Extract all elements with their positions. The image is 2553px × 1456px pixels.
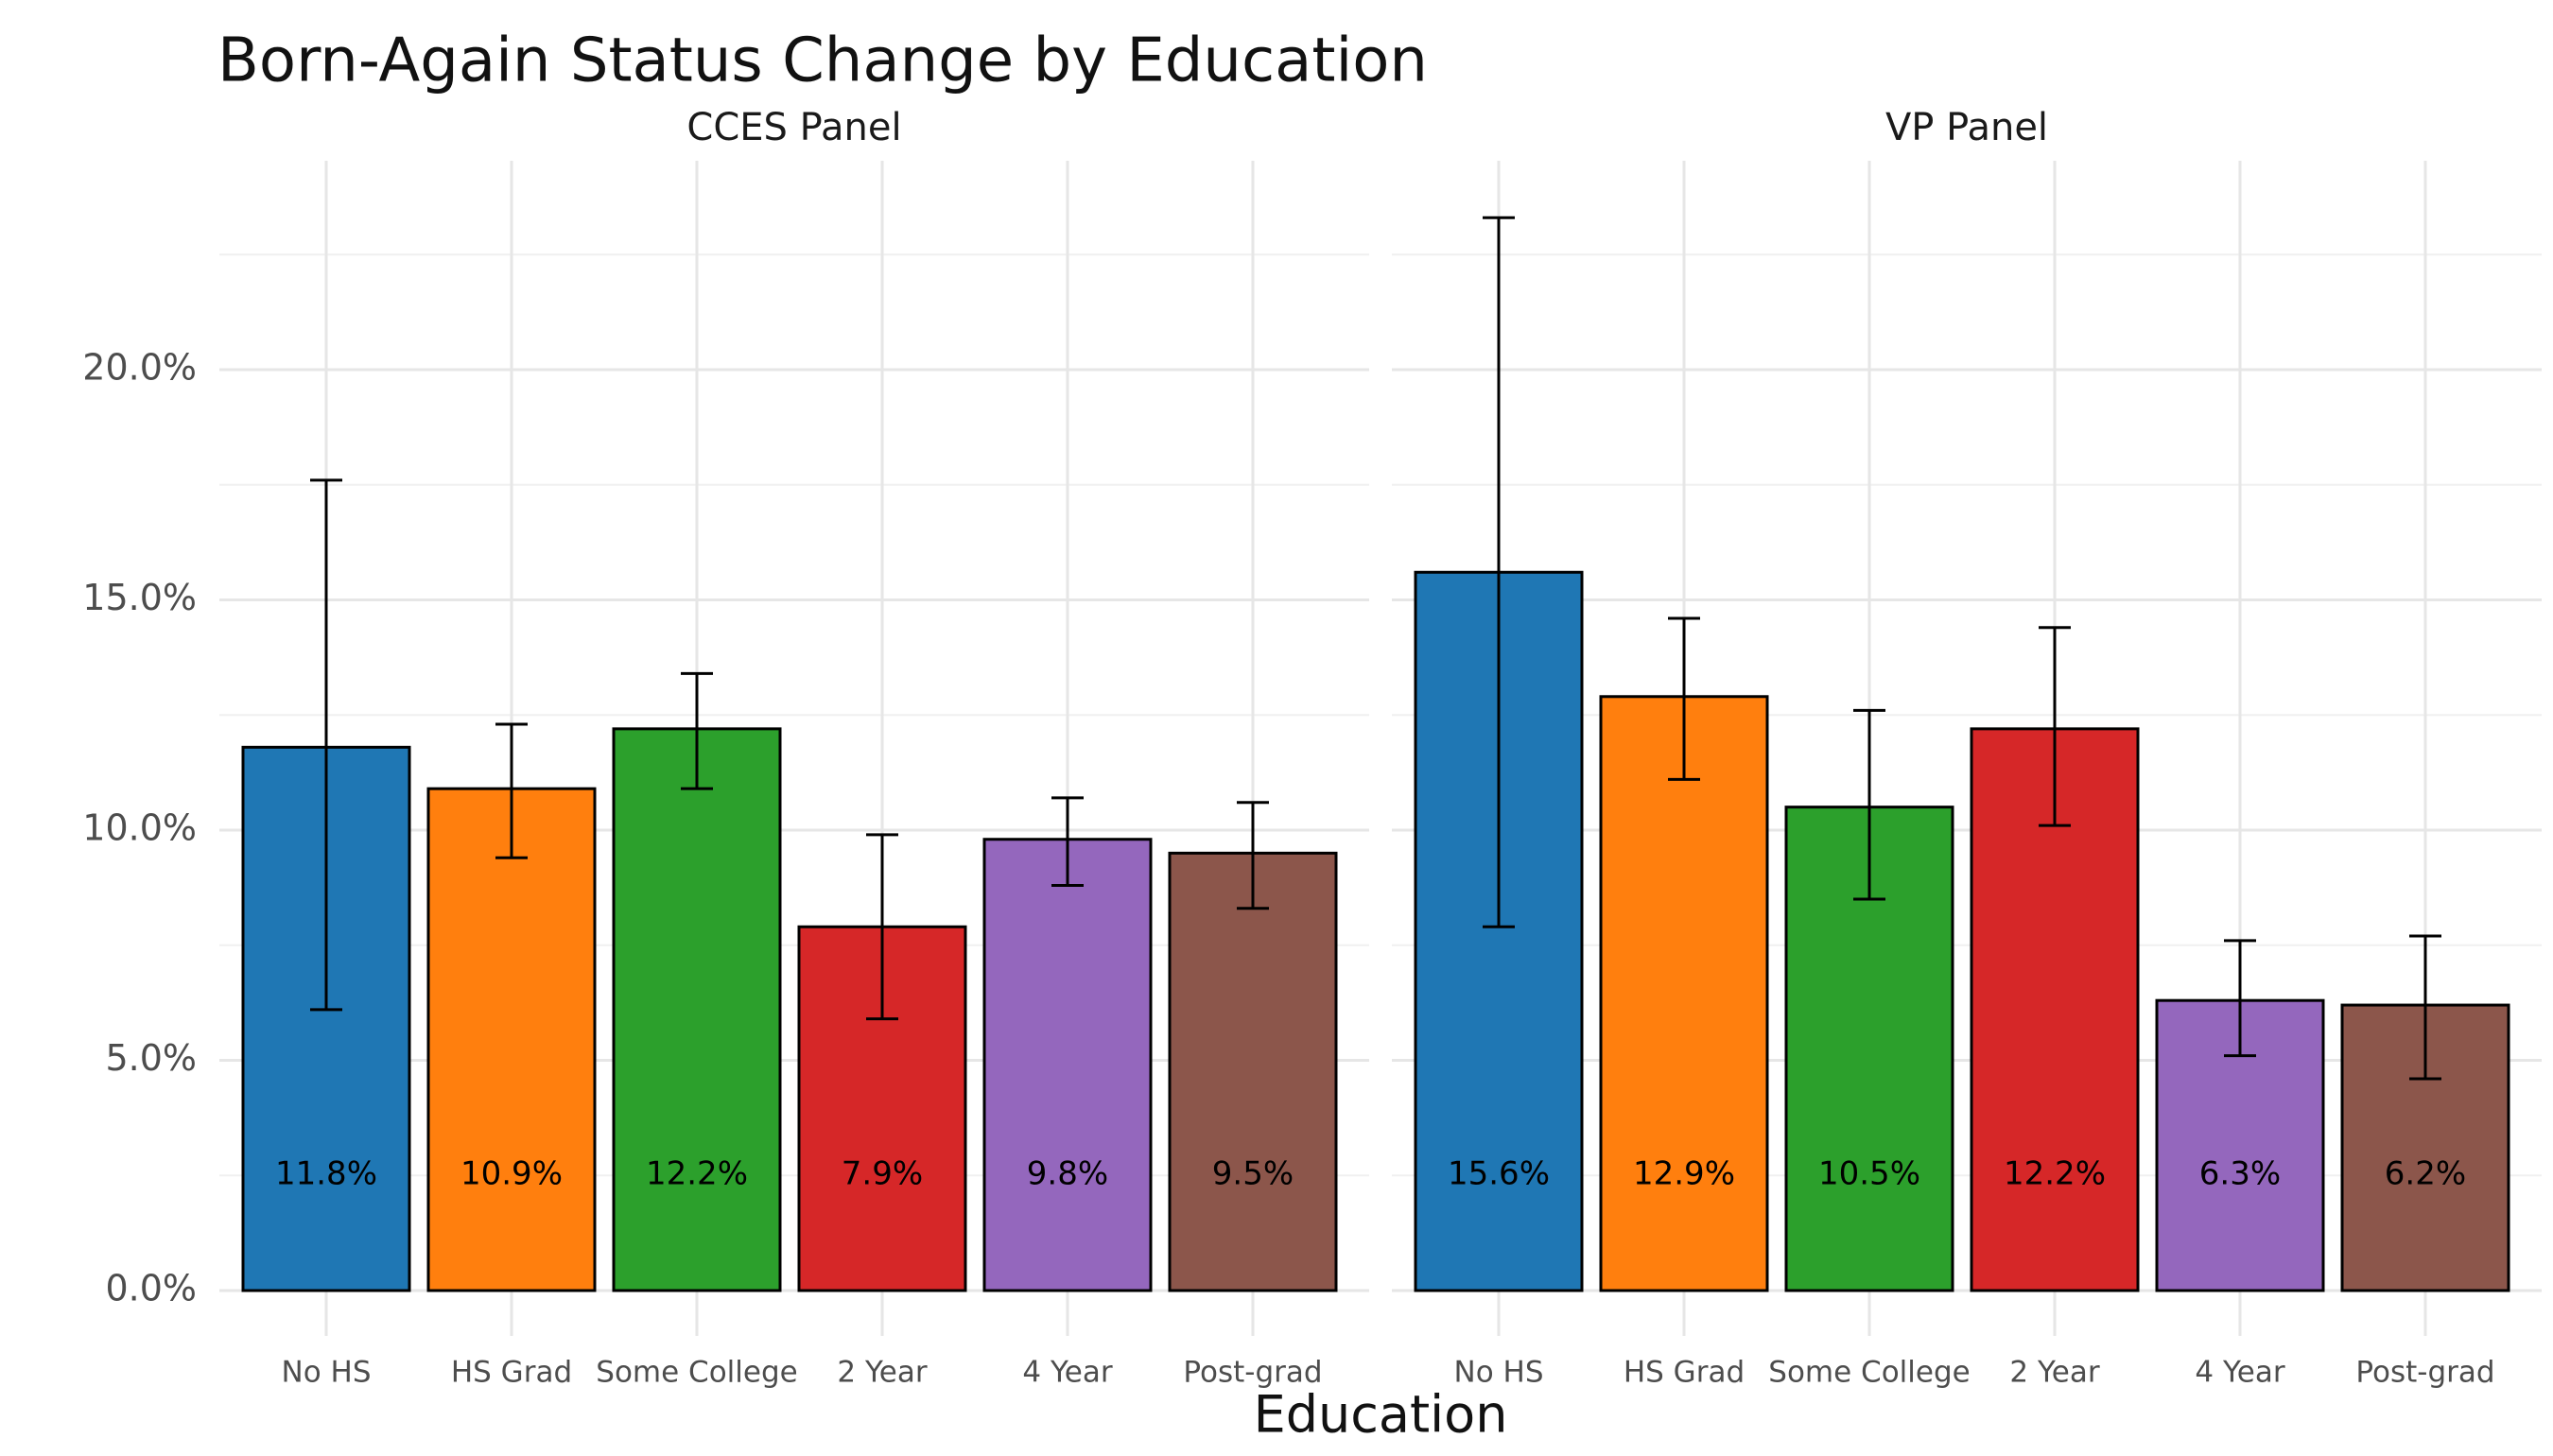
error-bar: [1237, 801, 1269, 910]
x-tick-label: Some College: [596, 1356, 797, 1390]
data-label: 6.3%: [2199, 1155, 2281, 1193]
panel-vp: [1392, 161, 2542, 1336]
x-tick-label: Post-grad: [2355, 1356, 2494, 1390]
error-bar: [1853, 708, 1885, 901]
x-tick-label: No HS: [282, 1356, 372, 1390]
x-tick-label: 2 Year: [837, 1356, 927, 1390]
error-bar: [495, 722, 528, 859]
data-label: 9.5%: [1212, 1155, 1294, 1193]
bar: [426, 787, 597, 1292]
data-label: 15.6%: [1448, 1155, 1550, 1193]
error-bar: [310, 478, 342, 1012]
data-label: 7.9%: [842, 1155, 923, 1193]
panel-cces: [219, 161, 1369, 1336]
error-bar: [2039, 626, 2071, 827]
x-tick-label: 2 Year: [2009, 1356, 2099, 1390]
bar: [1599, 695, 1769, 1292]
error-bar: [1668, 616, 1700, 781]
error-bar: [866, 833, 898, 1021]
error-bar: [2224, 939, 2256, 1058]
data-label: 11.8%: [275, 1155, 377, 1193]
y-tick-label: 15.0%: [82, 577, 197, 618]
data-label: 12.2%: [2004, 1155, 2106, 1193]
panel-strip-label: CCES Panel: [686, 106, 901, 149]
x-tick-label: HS Grad: [451, 1356, 572, 1390]
data-label: 10.9%: [460, 1155, 563, 1193]
y-tick-label: 20.0%: [82, 347, 197, 389]
data-label: 12.2%: [646, 1155, 748, 1193]
x-axis-title: Education: [1254, 1385, 1508, 1445]
bar: [1168, 851, 1338, 1292]
y-tick-label: 0.0%: [105, 1268, 197, 1309]
data-label: 10.5%: [1818, 1155, 1920, 1193]
bar: [612, 727, 782, 1292]
y-tick-label: 5.0%: [105, 1037, 197, 1079]
bar: [982, 838, 1153, 1292]
data-label: 12.9%: [1633, 1155, 1735, 1193]
x-tick-label: 4 Year: [2195, 1356, 2284, 1390]
panel-strip-label: VP Panel: [1885, 106, 2048, 149]
y-tick-label: 10.0%: [82, 807, 197, 849]
error-bar: [2409, 934, 2441, 1081]
x-tick-label: Some College: [1768, 1356, 1970, 1390]
error-bar: [681, 671, 713, 790]
error-bar: [1483, 216, 1515, 928]
x-tick-label: HS Grad: [1624, 1356, 1745, 1390]
error-bar: [1051, 796, 1084, 887]
x-tick-label: 4 Year: [1022, 1356, 1112, 1390]
x-tick-label: No HS: [1454, 1356, 1544, 1390]
data-label: 9.8%: [1027, 1155, 1108, 1193]
data-label: 6.2%: [2385, 1155, 2466, 1193]
chart-title: Born-Again Status Change by Education: [217, 26, 1428, 96]
x-tick-label: Post-grad: [1183, 1356, 1322, 1390]
